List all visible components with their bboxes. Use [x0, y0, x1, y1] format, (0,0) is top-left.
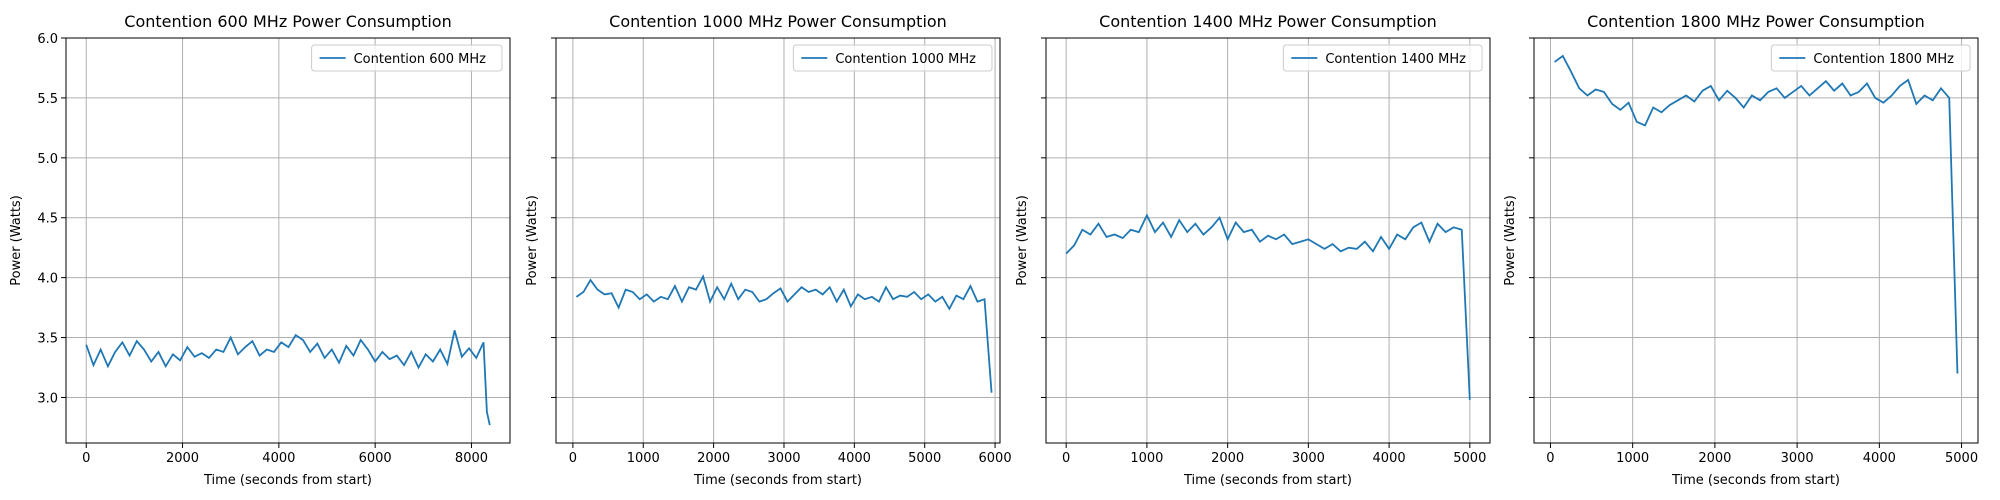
- x-tick-label: 5000: [908, 451, 941, 466]
- x-tick-label: 3000: [767, 451, 800, 466]
- y-tick-label: 5.5: [37, 92, 58, 107]
- legend-box: [1282, 44, 1483, 72]
- chart-title: Contention 1800 MHz Power Consumption: [1587, 12, 1925, 31]
- chart-title: Contention 600 MHz Power Consumption: [124, 12, 451, 31]
- y-axis-label: Power (Watts): [1503, 195, 1518, 286]
- legend: Contention 1000 MHz: [792, 44, 993, 72]
- x-tick-label: 3000: [1292, 451, 1325, 466]
- x-tick-label: 0: [1062, 451, 1070, 466]
- legend-label: Contention 1800 MHz: [1813, 52, 1954, 67]
- x-tick-label: 2000: [1211, 451, 1244, 466]
- subplot: Contention 1800 MHz Power Consumption Tim…: [1503, 12, 1979, 488]
- x-axis-label: Time (seconds from start): [693, 473, 862, 488]
- x-tick-label: 0: [569, 451, 577, 466]
- y-tick-label: 4.0: [37, 272, 58, 287]
- legend: Contention 1400 MHz: [1282, 44, 1483, 72]
- legend: Contention 600 MHz: [311, 44, 503, 72]
- plot-frame: [1045, 37, 1491, 444]
- legend: Contention 1800 MHz: [1770, 44, 1971, 72]
- chart-title: Contention 1400 MHz Power Consumption: [1099, 12, 1437, 31]
- x-tick-label: 1000: [627, 451, 660, 466]
- legend-label: Contention 1400 MHz: [1325, 52, 1466, 67]
- y-tick-label: 5.0: [37, 152, 58, 167]
- legend-label: Contention 1000 MHz: [835, 52, 976, 67]
- x-tick-label: 2000: [697, 451, 730, 466]
- x-axis-label: Time (seconds from start): [203, 473, 372, 488]
- x-tick-label: 6000: [359, 451, 392, 466]
- legend-box: [792, 44, 993, 72]
- subplot: Contention 1000 MHz Power Consumption Tim…: [525, 12, 1012, 488]
- x-tick-label: 4000: [262, 451, 295, 466]
- y-tick-label: 4.5: [37, 212, 58, 227]
- chart-title: Contention 1000 MHz Power Consumption: [609, 12, 947, 31]
- y-tick-label: 3.0: [37, 391, 58, 406]
- x-tick-label: 2000: [166, 451, 199, 466]
- x-axis-label: Time (seconds from start): [1183, 473, 1352, 488]
- x-tick-label: 3000: [1781, 451, 1814, 466]
- x-tick-label: 0: [1546, 451, 1554, 466]
- legend-box: [311, 44, 503, 72]
- legend-label: Contention 600 MHz: [354, 52, 487, 67]
- x-tick-label: 6000: [979, 451, 1012, 466]
- y-axis-label: Power (Watts): [9, 195, 24, 286]
- x-tick-label: 1000: [1616, 451, 1649, 466]
- x-tick-label: 4000: [838, 451, 871, 466]
- plot-frame: [65, 37, 511, 444]
- x-axis-label: Time (seconds from start): [1671, 473, 1840, 488]
- y-tick-label: 6.0: [37, 32, 58, 47]
- x-tick-label: 5000: [1453, 451, 1486, 466]
- plot-frame: [555, 37, 1001, 444]
- y-axis-label: Power (Watts): [1015, 195, 1030, 286]
- y-axis-label: Power (Watts): [525, 195, 540, 286]
- data-line: [1065, 213, 1471, 400]
- data-line: [85, 330, 491, 426]
- legend-box: [1770, 44, 1971, 72]
- plot-frame: [1533, 37, 1979, 444]
- x-tick-label: 4000: [1373, 451, 1406, 466]
- y-tick-label: 3.5: [37, 332, 58, 347]
- x-tick-label: 1000: [1130, 451, 1163, 466]
- data-line: [1554, 54, 1959, 374]
- subplot: Contention 600 MHz Power Consumption Time…: [9, 12, 511, 488]
- subplot: Contention 1400 MHz Power Consumption Tim…: [1015, 12, 1491, 488]
- x-tick-label: 8000: [455, 451, 488, 466]
- x-tick-label: 0: [82, 451, 90, 466]
- x-tick-label: 5000: [1945, 451, 1978, 466]
- x-tick-label: 2000: [1698, 451, 1731, 466]
- data-line: [575, 274, 993, 393]
- x-tick-label: 4000: [1863, 451, 1896, 466]
